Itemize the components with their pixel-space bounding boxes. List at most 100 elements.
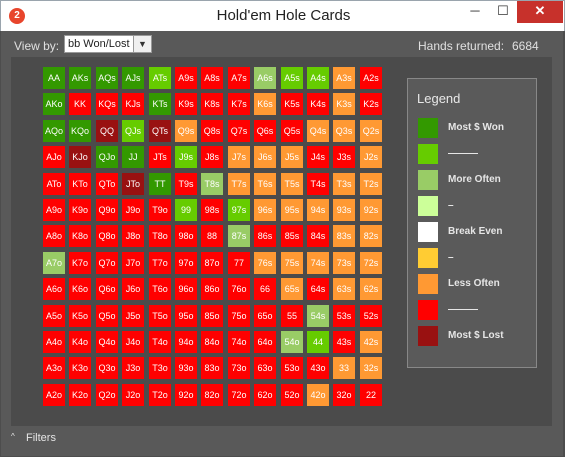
hand-cell[interactable]: T7o bbox=[149, 252, 171, 274]
hand-cell[interactable]: Q4s bbox=[307, 120, 329, 142]
hand-cell[interactable]: 22 bbox=[360, 384, 382, 406]
hand-cell[interactable]: AJo bbox=[43, 146, 65, 168]
hand-cell[interactable]: T7s bbox=[228, 173, 250, 195]
hand-cell[interactable]: 53s bbox=[333, 305, 355, 327]
hand-cell[interactable]: A6o bbox=[43, 278, 65, 300]
hand-cell[interactable]: 54s bbox=[307, 305, 329, 327]
hand-cell[interactable]: 94o bbox=[175, 331, 197, 353]
hand-cell[interactable]: J6o bbox=[122, 278, 144, 300]
hand-cell[interactable]: 62o bbox=[254, 384, 276, 406]
hand-cell[interactable]: AQo bbox=[43, 120, 65, 142]
hand-cell[interactable]: K4s bbox=[307, 93, 329, 115]
hand-cell[interactable]: 73o bbox=[228, 357, 250, 379]
hand-cell[interactable]: KTo bbox=[69, 173, 91, 195]
hand-cell[interactable]: KTs bbox=[149, 93, 171, 115]
hand-cell[interactable]: 83o bbox=[201, 357, 223, 379]
hand-cell[interactable]: K7o bbox=[69, 252, 91, 274]
hand-cell[interactable]: Q9o bbox=[96, 199, 118, 221]
hand-cell[interactable]: T5o bbox=[149, 305, 171, 327]
hand-cell[interactable]: K5s bbox=[281, 93, 303, 115]
hand-cell[interactable]: 85o bbox=[201, 305, 223, 327]
hand-cell[interactable]: 94s bbox=[307, 199, 329, 221]
hand-cell[interactable]: 43s bbox=[333, 331, 355, 353]
hand-cell[interactable]: 97o bbox=[175, 252, 197, 274]
hand-cell[interactable]: 98o bbox=[175, 225, 197, 247]
hand-cell[interactable]: 63o bbox=[254, 357, 276, 379]
hand-cell[interactable]: 84o bbox=[201, 331, 223, 353]
hand-cell[interactable]: 82o bbox=[201, 384, 223, 406]
hand-cell[interactable]: A7o bbox=[43, 252, 65, 274]
hand-cell[interactable]: Q2o bbox=[96, 384, 118, 406]
hand-cell[interactable]: J9o bbox=[122, 199, 144, 221]
hand-cell[interactable]: A2o bbox=[43, 384, 65, 406]
hand-cell[interactable]: JJ bbox=[122, 146, 144, 168]
hand-cell[interactable]: T3o bbox=[149, 357, 171, 379]
filters-toggle[interactable]: ^ Filters bbox=[6, 428, 62, 448]
hand-cell[interactable]: KQs bbox=[96, 93, 118, 115]
hand-cell[interactable]: 64s bbox=[307, 278, 329, 300]
hand-cell[interactable]: J2s bbox=[360, 146, 382, 168]
hand-cell[interactable]: 92s bbox=[360, 199, 382, 221]
hand-cell[interactable]: 85s bbox=[281, 225, 303, 247]
hand-cell[interactable]: 73s bbox=[333, 252, 355, 274]
hand-cell[interactable]: 82s bbox=[360, 225, 382, 247]
hand-cell[interactable]: J8o bbox=[122, 225, 144, 247]
hand-cell[interactable]: Q9s bbox=[175, 120, 197, 142]
hand-cell[interactable]: 84s bbox=[307, 225, 329, 247]
hand-cell[interactable]: 83s bbox=[333, 225, 355, 247]
hand-cell[interactable]: 87s bbox=[228, 225, 250, 247]
hand-cell[interactable]: 93s bbox=[333, 199, 355, 221]
hand-cell[interactable]: Q5o bbox=[96, 305, 118, 327]
hand-cell[interactable]: 52o bbox=[281, 384, 303, 406]
hand-cell[interactable]: A7s bbox=[228, 67, 250, 89]
hand-cell[interactable]: J3s bbox=[333, 146, 355, 168]
hand-cell[interactable]: 99 bbox=[175, 199, 197, 221]
hand-cell[interactable]: 66 bbox=[254, 278, 276, 300]
hand-cell[interactable]: 92o bbox=[175, 384, 197, 406]
hand-cell[interactable]: Q5s bbox=[281, 120, 303, 142]
hand-cell[interactable]: 76o bbox=[228, 278, 250, 300]
hand-cell[interactable]: 72s bbox=[360, 252, 382, 274]
hand-cell[interactable]: K5o bbox=[69, 305, 91, 327]
hand-cell[interactable]: AA bbox=[43, 67, 65, 89]
hand-cell[interactable]: 96s bbox=[254, 199, 276, 221]
hand-cell[interactable]: Q3s bbox=[333, 120, 355, 142]
view-by-dropdown[interactable]: bb Won/Lost ▼ bbox=[64, 35, 152, 53]
hand-cell[interactable]: J3o bbox=[122, 357, 144, 379]
hand-cell[interactable]: T4o bbox=[149, 331, 171, 353]
hand-cell[interactable]: 65o bbox=[254, 305, 276, 327]
hand-cell[interactable]: T4s bbox=[307, 173, 329, 195]
hand-cell[interactable]: 63s bbox=[333, 278, 355, 300]
hand-cell[interactable]: T2o bbox=[149, 384, 171, 406]
hand-cell[interactable]: AJs bbox=[122, 67, 144, 89]
hand-cell[interactable]: J9s bbox=[175, 146, 197, 168]
hand-cell[interactable]: 75o bbox=[228, 305, 250, 327]
hand-cell[interactable]: Q8s bbox=[201, 120, 223, 142]
hand-cell[interactable]: A9s bbox=[175, 67, 197, 89]
hand-cell[interactable]: J5s bbox=[281, 146, 303, 168]
hand-cell[interactable]: 74s bbox=[307, 252, 329, 274]
hand-cell[interactable]: 52s bbox=[360, 305, 382, 327]
close-button[interactable]: ✕ bbox=[517, 1, 563, 23]
hand-cell[interactable]: QQ bbox=[96, 120, 118, 142]
hand-cell[interactable]: 96o bbox=[175, 278, 197, 300]
hand-cell[interactable]: A5o bbox=[43, 305, 65, 327]
hand-cell[interactable]: 44 bbox=[307, 331, 329, 353]
hand-cell[interactable]: J4s bbox=[307, 146, 329, 168]
minimize-button[interactable]: ─ bbox=[470, 3, 480, 18]
hand-cell[interactable]: 42o bbox=[307, 384, 329, 406]
hand-cell[interactable]: 42s bbox=[360, 331, 382, 353]
hand-cell[interactable]: 65s bbox=[281, 278, 303, 300]
hand-cell[interactable]: T9s bbox=[175, 173, 197, 195]
hand-cell[interactable]: J7s bbox=[228, 146, 250, 168]
hand-cell[interactable]: A9o bbox=[43, 199, 65, 221]
hand-cell[interactable]: A6s bbox=[254, 67, 276, 89]
hand-cell[interactable]: AKo bbox=[43, 93, 65, 115]
hand-cell[interactable]: 64o bbox=[254, 331, 276, 353]
hand-cell[interactable]: 86s bbox=[254, 225, 276, 247]
hand-cell[interactable]: K9o bbox=[69, 199, 91, 221]
hand-cell[interactable]: T5s bbox=[281, 173, 303, 195]
hand-cell[interactable]: 98s bbox=[201, 199, 223, 221]
hand-cell[interactable]: Q7s bbox=[228, 120, 250, 142]
hand-cell[interactable]: 97s bbox=[228, 199, 250, 221]
